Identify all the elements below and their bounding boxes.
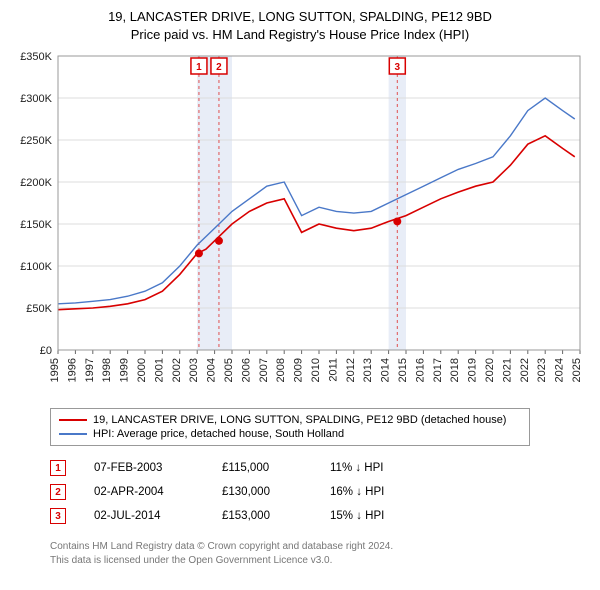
svg-text:2015: 2015 <box>397 358 409 382</box>
title-line1: 19, LANCASTER DRIVE, LONG SUTTON, SPALDI… <box>10 8 590 26</box>
sale-date: 07-FEB-2003 <box>94 462 194 474</box>
sale-marker-box: 2 <box>50 484 66 500</box>
chart-container: 19, LANCASTER DRIVE, LONG SUTTON, SPALDI… <box>0 0 600 576</box>
svg-text:2022: 2022 <box>519 358 531 382</box>
svg-text:1995: 1995 <box>49 358 61 382</box>
sale-price: £130,000 <box>222 486 302 498</box>
line-chart-svg: £0 £50K £100K £150K £200K £250K £300K £350K 1995… <box>10 50 590 400</box>
sale-pct: 15% ↓ HPI <box>330 510 430 522</box>
svg-text:2003: 2003 <box>188 358 200 382</box>
footer: Contains HM Land Registry data © Crown c… <box>50 540 590 568</box>
sales-row: 1 07-FEB-2003 £115,000 11% ↓ HPI <box>50 456 590 480</box>
svg-text:2016: 2016 <box>414 358 426 382</box>
svg-text:£350K: £350K <box>20 51 52 63</box>
sale-date: 02-JUL-2014 <box>94 510 194 522</box>
svg-text:£50K: £50K <box>26 303 52 315</box>
svg-text:£200K: £200K <box>20 177 52 189</box>
svg-text:2000: 2000 <box>136 358 148 382</box>
svg-text:£300K: £300K <box>20 93 52 105</box>
svg-text:£100K: £100K <box>20 261 52 273</box>
svg-text:2007: 2007 <box>258 358 270 382</box>
svg-text:2025: 2025 <box>571 358 583 382</box>
svg-text:2004: 2004 <box>206 358 218 382</box>
sales-row: 3 02-JUL-2014 £153,000 15% ↓ HPI <box>50 504 590 528</box>
svg-text:2019: 2019 <box>467 358 479 382</box>
svg-text:2010: 2010 <box>310 358 322 382</box>
svg-text:£150K: £150K <box>20 219 52 231</box>
sale-pct: 16% ↓ HPI <box>330 486 430 498</box>
svg-text:2024: 2024 <box>554 358 566 382</box>
svg-text:2002: 2002 <box>171 358 183 382</box>
footer-line2: This data is licensed under the Open Gov… <box>50 554 590 568</box>
legend-label: HPI: Average price, detached house, Sout… <box>93 428 344 440</box>
svg-text:2006: 2006 <box>240 358 252 382</box>
legend-item: HPI: Average price, detached house, Sout… <box>59 427 521 441</box>
svg-text:2021: 2021 <box>501 358 513 382</box>
sales-row: 2 02-APR-2004 £130,000 16% ↓ HPI <box>50 480 590 504</box>
svg-text:2014: 2014 <box>380 358 392 382</box>
svg-text:2008: 2008 <box>275 358 287 382</box>
svg-text:2011: 2011 <box>327 358 339 382</box>
svg-text:2020: 2020 <box>484 358 496 382</box>
svg-text:2009: 2009 <box>293 358 305 382</box>
svg-text:2013: 2013 <box>362 358 374 382</box>
svg-text:1: 1 <box>196 62 202 73</box>
svg-text:£250K: £250K <box>20 135 52 147</box>
sale-price: £115,000 <box>222 462 302 474</box>
sale-pct: 11% ↓ HPI <box>330 462 430 474</box>
svg-text:3: 3 <box>395 62 401 73</box>
svg-text:1999: 1999 <box>119 358 131 382</box>
legend-item: 19, LANCASTER DRIVE, LONG SUTTON, SPALDI… <box>59 413 521 427</box>
svg-text:2001: 2001 <box>153 358 165 382</box>
svg-text:2018: 2018 <box>449 358 461 382</box>
sale-price: £153,000 <box>222 510 302 522</box>
legend-swatch <box>59 433 87 435</box>
svg-text:2023: 2023 <box>536 358 548 382</box>
sale-marker-box: 1 <box>50 460 66 476</box>
title-line2: Price paid vs. HM Land Registry's House … <box>10 26 590 44</box>
legend-label: 19, LANCASTER DRIVE, LONG SUTTON, SPALDI… <box>93 414 506 426</box>
svg-text:2017: 2017 <box>432 358 444 382</box>
svg-text:2012: 2012 <box>345 358 357 382</box>
sale-date: 02-APR-2004 <box>94 486 194 498</box>
title-block: 19, LANCASTER DRIVE, LONG SUTTON, SPALDI… <box>10 8 590 44</box>
footer-line1: Contains HM Land Registry data © Crown c… <box>50 540 590 554</box>
svg-text:1998: 1998 <box>101 358 113 382</box>
svg-text:£0: £0 <box>40 345 52 357</box>
svg-text:1996: 1996 <box>66 358 78 382</box>
chart: £0 £50K £100K £150K £200K £250K £300K £350K 1995… <box>10 50 590 400</box>
sale-marker-box: 3 <box>50 508 66 524</box>
svg-text:1997: 1997 <box>84 358 96 382</box>
svg-text:2005: 2005 <box>223 358 235 382</box>
svg-text:2: 2 <box>216 62 222 73</box>
legend-swatch <box>59 419 87 421</box>
sales-table: 1 07-FEB-2003 £115,000 11% ↓ HPI 2 02-APR-200… <box>50 456 590 528</box>
legend: 19, LANCASTER DRIVE, LONG SUTTON, SPALDI… <box>50 408 530 446</box>
